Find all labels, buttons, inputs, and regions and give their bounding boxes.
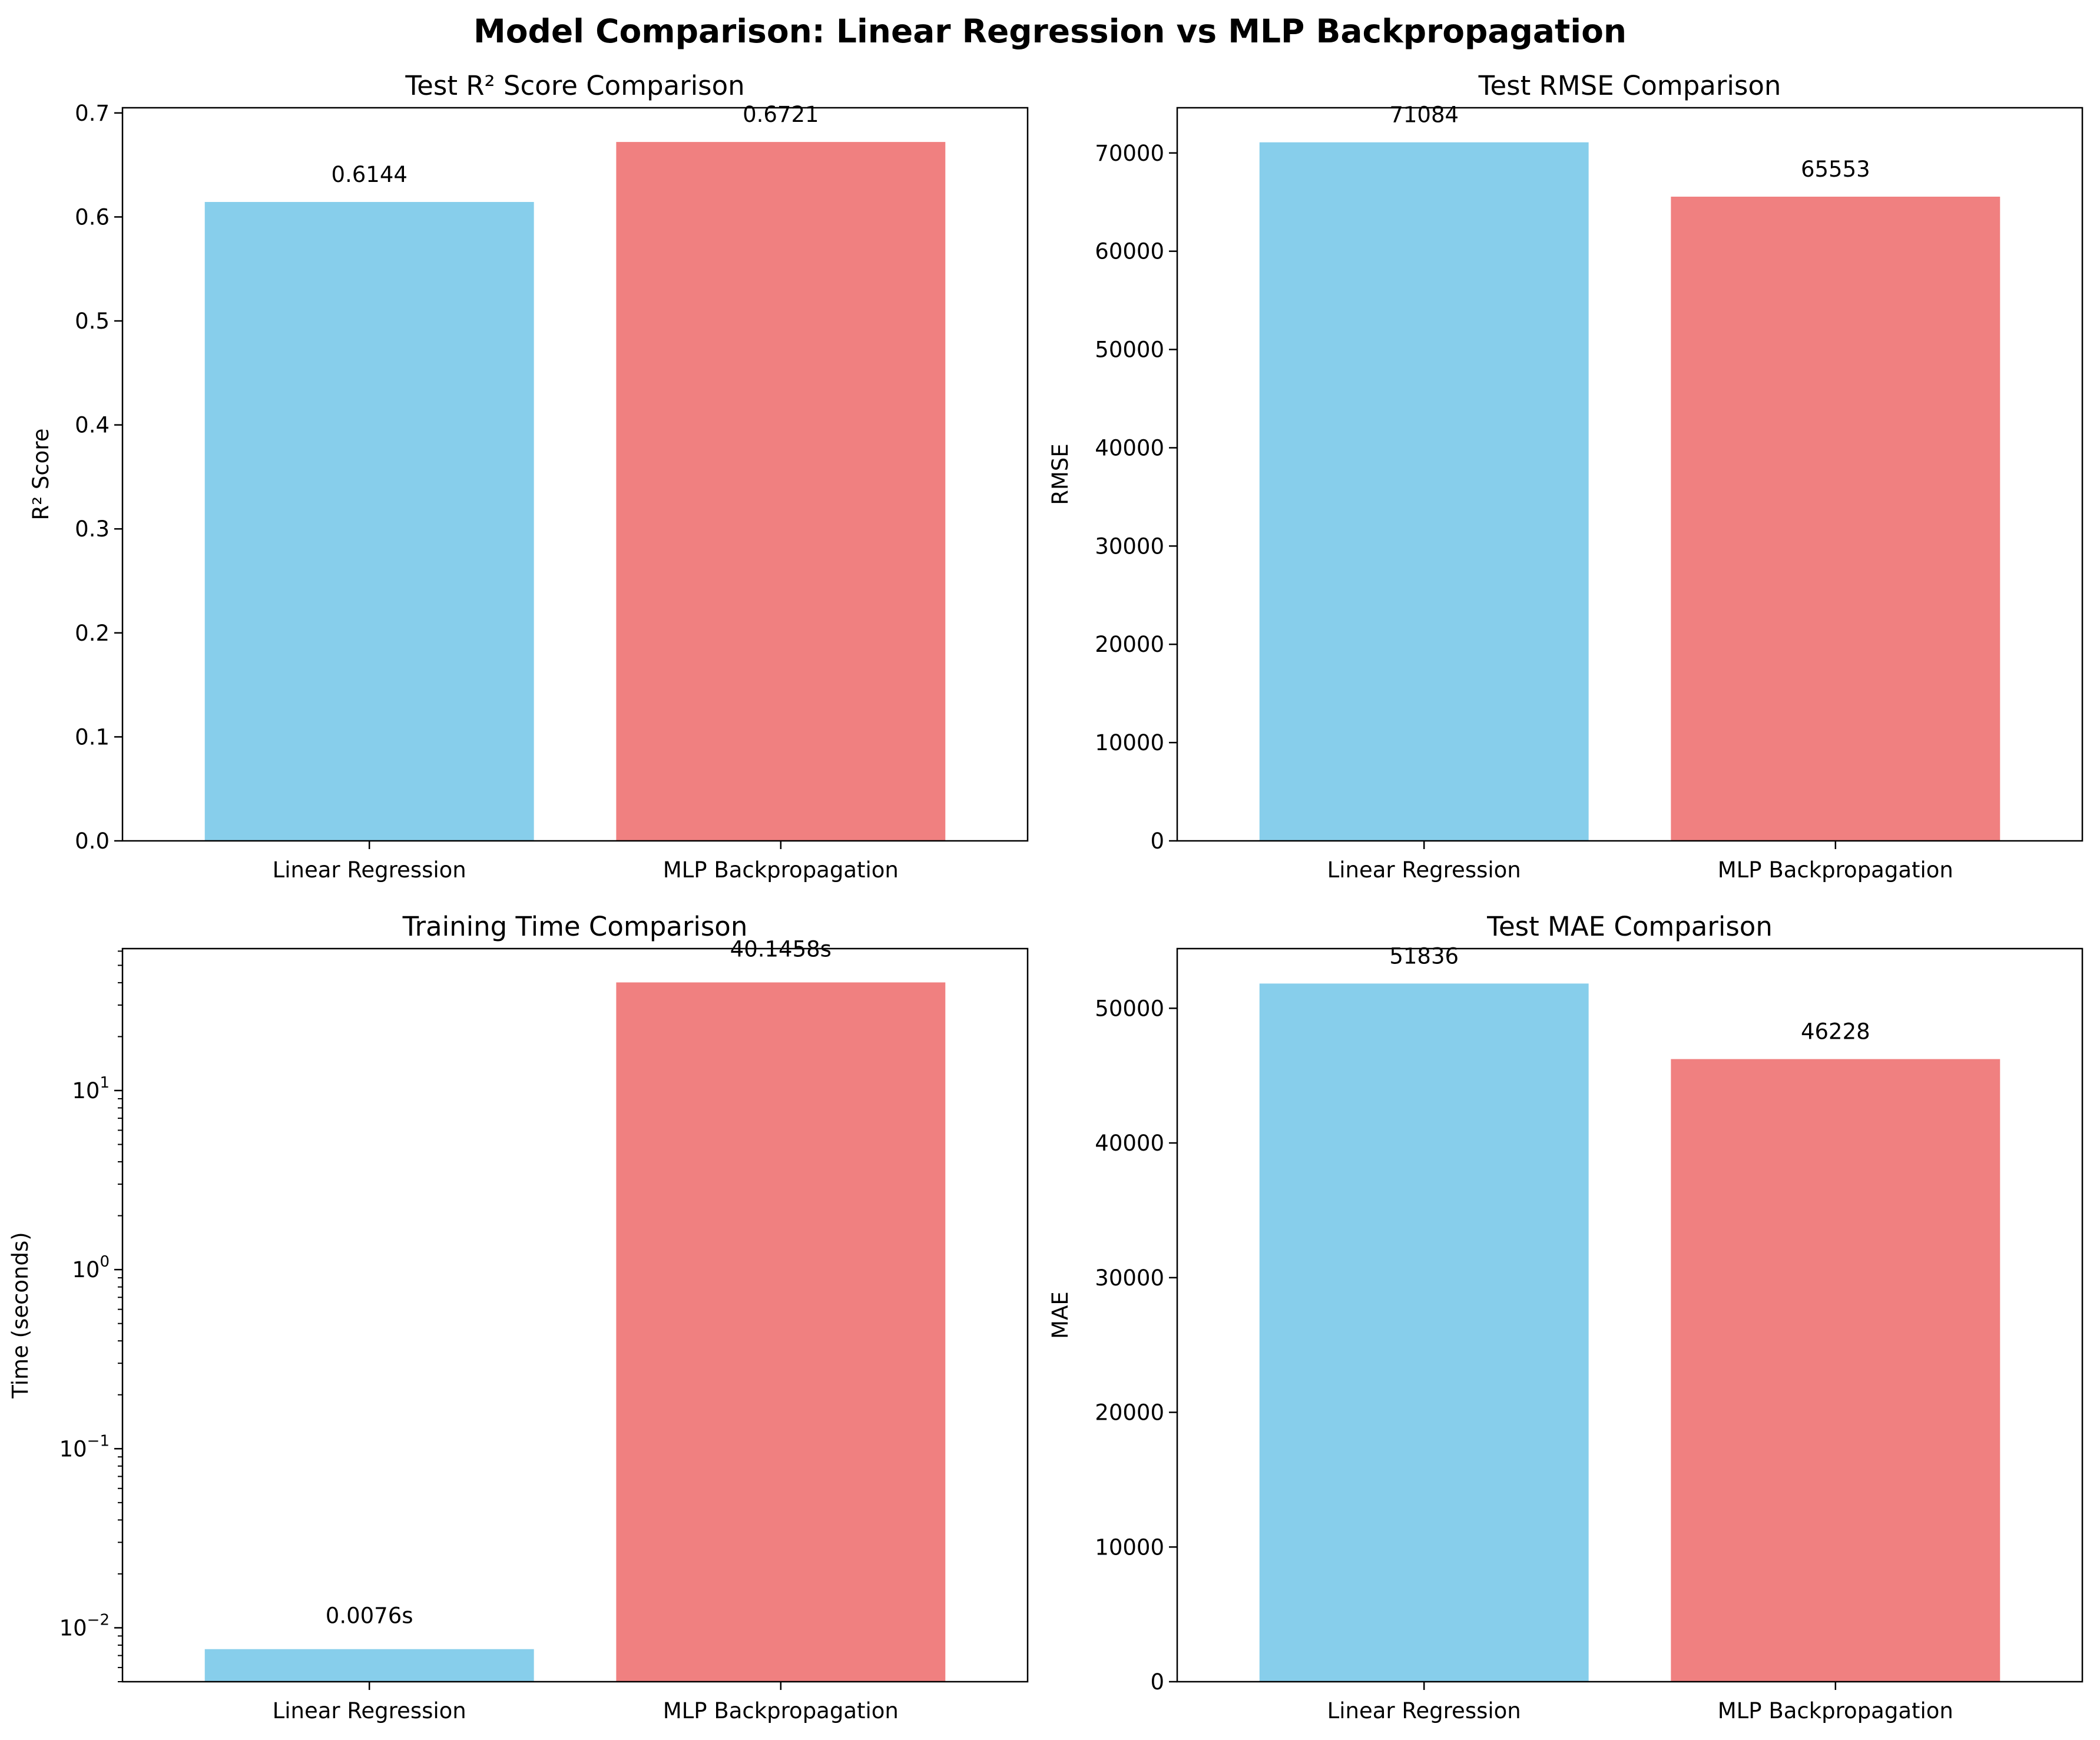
y-tick-exponent: 0 [100,1253,110,1271]
y-tick-label: 10000 [1095,1534,1164,1560]
figure-title: Model Comparison: Linear Regression vs M… [473,12,1627,50]
y-tick-label: 0.0 [75,828,110,854]
bar-mlp-backpropagation [616,982,946,1682]
bar-mlp-backpropagation [616,142,946,841]
y-tick-base: 10 [59,1615,87,1640]
subplot-title: Training Time Comparison [402,911,748,942]
y-tick-label: 30000 [1095,1265,1164,1291]
y-tick-label: 10000 [1095,730,1164,755]
x-tick-label: MLP Backpropagation [663,1698,899,1724]
bar-value-label: 65553 [1801,157,1870,182]
bar-value-label: 0.0076s [326,1603,413,1629]
subplot-4: 51836 Linear Regression 46228 MLP Backpropa… [1048,911,2084,1724]
y-tick-label: 10−1 [59,1432,110,1461]
bar-value-label: 71084 [1389,102,1459,128]
axes-frame [121,107,1029,842]
y-tick-exponent: −1 [87,1432,110,1450]
bar-value-label: 51836 [1389,943,1459,969]
y-tick-label: 50000 [1095,996,1164,1021]
y-tick-base: 10 [59,1436,87,1461]
y-tick-label: 100 [72,1253,110,1282]
subplot-grid: 0.6144 Linear Regression 0.6721 MLP Backpro… [8,70,2084,1724]
y-tick-label: 40000 [1095,1131,1164,1156]
bar-linear-regression [1259,983,1589,1682]
y-tick-label: 60000 [1095,239,1164,264]
axes-frame [1176,107,2084,842]
bar-value-label: 0.6721 [743,102,819,127]
y-tick-exponent: −2 [87,1611,110,1629]
y-tick-label: 20000 [1095,1400,1164,1426]
y-tick-label: 70000 [1095,141,1164,166]
bar-mlp-backpropagation [1671,1059,2000,1682]
bar-linear-regression [204,201,534,841]
bar-value-label: 0.6144 [331,162,407,187]
subplot-title: Test R² Score Comparison [405,70,744,101]
bar-linear-regression [204,1649,534,1682]
axes-frame [1176,947,2084,1683]
x-tick-label: Linear Regression [1327,1698,1521,1724]
x-tick-label: Linear Regression [1327,857,1521,883]
y-tick-label: 0.1 [75,724,110,750]
x-tick-label: MLP Backpropagation [1718,857,1953,883]
y-tick-label: 20000 [1095,632,1164,657]
bar-linear-regression [1259,142,1589,841]
y-tick-label: 0.5 [75,309,110,334]
y-tick-label: 101 [72,1074,110,1103]
y-tick-label: 0.2 [75,621,110,646]
y-tick-label: 50000 [1095,337,1164,363]
x-tick-label: MLP Backpropagation [1718,1698,1953,1724]
subplot-title: Test RMSE Comparison [1478,70,1781,101]
y-tick-label: 0.3 [75,516,110,542]
y-tick-exponent: 1 [100,1074,110,1092]
y-tick-base: 10 [72,1257,100,1282]
y-tick-label: 10−2 [59,1611,110,1640]
x-tick-label: Linear Regression [273,1698,466,1724]
y-tick-base: 10 [72,1078,100,1103]
subplot-title: Test MAE Comparison [1486,911,1773,942]
x-tick-label: Linear Regression [273,857,466,883]
y-tick-label: 0.4 [75,413,110,438]
y-axis-label: RMSE [1048,443,1073,505]
y-tick-label: 0 [1150,1669,1164,1695]
subplot-1: 0.6144 Linear Regression 0.6721 MLP Backpro… [28,70,1029,883]
bar-mlp-backpropagation [1671,196,2000,841]
y-axis-label: R² Score [28,429,54,521]
axes-frame [121,947,1029,1683]
bar-value-label: 46228 [1801,1019,1870,1045]
y-axis-label: MAE [1048,1291,1073,1339]
subplot-2: 71084 Linear Regression 65553 MLP Backpropa… [1048,70,2084,883]
y-axis-label: Time (seconds) [8,1232,33,1398]
y-tick-label: 40000 [1095,435,1164,460]
y-tick-label: 30000 [1095,533,1164,559]
y-tick-label: 0.7 [75,101,110,126]
x-tick-label: MLP Backpropagation [663,857,899,883]
y-tick-label: 0 [1150,828,1164,854]
y-tick-label: 0.6 [75,204,110,230]
